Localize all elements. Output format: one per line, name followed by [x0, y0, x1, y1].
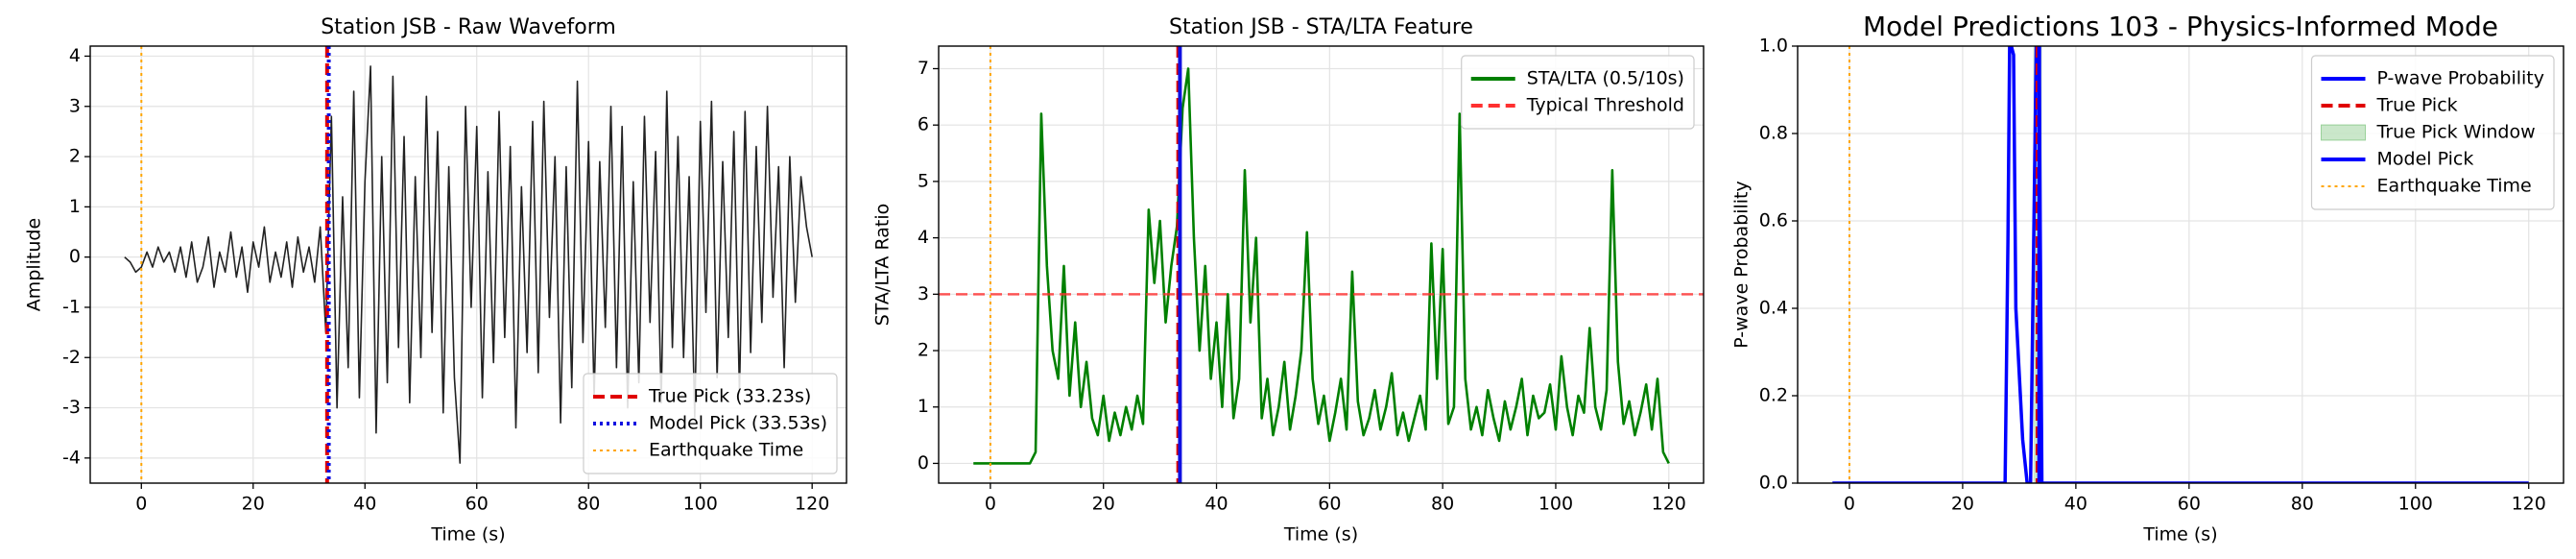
y-tick-label: 1 [918, 396, 929, 417]
series-line [124, 65, 813, 464]
x-tick-label: 80 [577, 494, 600, 515]
y-tick-label: 0.6 [1759, 210, 1788, 231]
y-tick-label: 4 [69, 45, 81, 66]
panel: 0 20 40 60 80 100 120 0 1 2 3 4 5 6 7 Station JSB - STA… [872, 15, 1705, 546]
chart-title: Model Predictions 103 - Physics-Informed… [1863, 11, 2498, 42]
y-tick-label: 7 [918, 58, 929, 79]
x-tick-label: 120 [1652, 494, 1686, 515]
y-tick-label: -3 [62, 397, 81, 418]
x-tick-label: 40 [353, 494, 376, 515]
legend-box [583, 373, 838, 474]
y-tick-label: 3 [69, 95, 81, 116]
y-axis-label: P-wave Probability [1731, 181, 1753, 349]
x-tick-label: 0 [985, 494, 996, 515]
y-tick-label: 1.0 [1759, 36, 1788, 57]
legend-label: True Pick Window [2376, 122, 2536, 143]
x-tick-label: 60 [1318, 494, 1341, 515]
x-tick-label: 20 [242, 494, 265, 515]
y-tick-label: 2 [69, 146, 81, 167]
y-tick-label: 6 [918, 114, 929, 135]
axes-frame [938, 45, 1705, 484]
x-axis-label: Time (s) [1283, 524, 1358, 546]
y-tick-label: -1 [62, 296, 81, 317]
legend-swatch [2321, 124, 2366, 141]
axes-frame [89, 45, 847, 484]
y-axis-label: Amplitude [24, 218, 45, 311]
plot-area [939, 46, 1704, 483]
y-tick-label: 0.8 [1759, 123, 1788, 144]
legend-label: Model Pick [2377, 149, 2474, 170]
y-tick-label: 2 [918, 340, 929, 361]
y-tick-label: 0.4 [1759, 298, 1788, 319]
x-tick-label: 0 [1844, 494, 1855, 515]
x-tick-label: 0 [135, 494, 147, 515]
legend: P-wave Probability True Pick True Pick Win… [2310, 55, 2555, 210]
chart-title: Station JSB - STA/LTA Feature [1169, 15, 1473, 39]
x-tick-label: 40 [1205, 494, 1228, 515]
plot-area [1832, 46, 2529, 483]
x-tick-label: 20 [1951, 494, 1974, 515]
series-line [973, 67, 1670, 465]
x-tick-label: 80 [2291, 494, 2314, 515]
legend-label: True Pick (33.23s) [648, 386, 811, 407]
y-tick-label: 4 [918, 227, 929, 248]
y-tick-label: 0.2 [1759, 385, 1788, 406]
legend-label: STA/LTA (0.5/10s) [1527, 68, 1684, 89]
y-tick-label: 3 [918, 283, 929, 304]
x-tick-label: 80 [1431, 494, 1454, 515]
y-tick-label: 1 [69, 196, 81, 217]
y-tick-label: 5 [918, 170, 929, 191]
axes-frame [1797, 45, 2564, 484]
y-tick-label: -2 [62, 347, 81, 368]
legend-label: Earthquake Time [2377, 176, 2532, 197]
legend-label: Typical Threshold [1526, 95, 1684, 116]
plot-area [124, 46, 813, 483]
y-tick-label: -4 [62, 447, 81, 468]
x-tick-label: 120 [795, 494, 829, 515]
panel: 0 20 40 60 80 100 120 0.0 0.2 0.4 0.6 0.8 1.0 Model P… [1731, 11, 2564, 546]
legend-label: True Pick [2376, 95, 2458, 116]
x-tick-label: 60 [465, 494, 489, 515]
series-line [1832, 46, 2529, 483]
legend-label: Earthquake Time [649, 440, 803, 461]
legend-label: Model Pick (33.53s) [649, 413, 827, 434]
x-tick-label: 100 [1538, 494, 1573, 515]
legend: True Pick (33.23s) Model Pick (33.53s) Ear… [583, 373, 838, 474]
y-tick-label: 0 [69, 246, 81, 267]
x-tick-label: 20 [1092, 494, 1115, 515]
legend-box [1461, 55, 1695, 130]
chart-title: Station JSB - Raw Waveform [321, 15, 616, 39]
x-tick-label: 100 [683, 494, 718, 515]
legend: STA/LTA (0.5/10s) Typical Threshold [1461, 55, 1695, 130]
x-axis-label: Time (s) [2142, 524, 2217, 546]
x-tick-label: 120 [2512, 494, 2546, 515]
x-axis-label: Time (s) [430, 524, 505, 546]
x-tick-label: 100 [2398, 494, 2433, 515]
y-axis-label: STA/LTA Ratio [872, 204, 894, 327]
y-tick-label: 0 [918, 452, 929, 474]
x-tick-label: 60 [2178, 494, 2201, 515]
panel: 0 20 40 60 80 100 120 -4 -3 -2 -1 0 1 2 3 4 Station JSB … [24, 15, 847, 546]
legend-label: P-wave Probability [2377, 68, 2545, 89]
y-tick-label: 0.0 [1759, 473, 1788, 494]
legend-box [2310, 55, 2555, 210]
x-tick-label: 40 [2064, 494, 2087, 515]
